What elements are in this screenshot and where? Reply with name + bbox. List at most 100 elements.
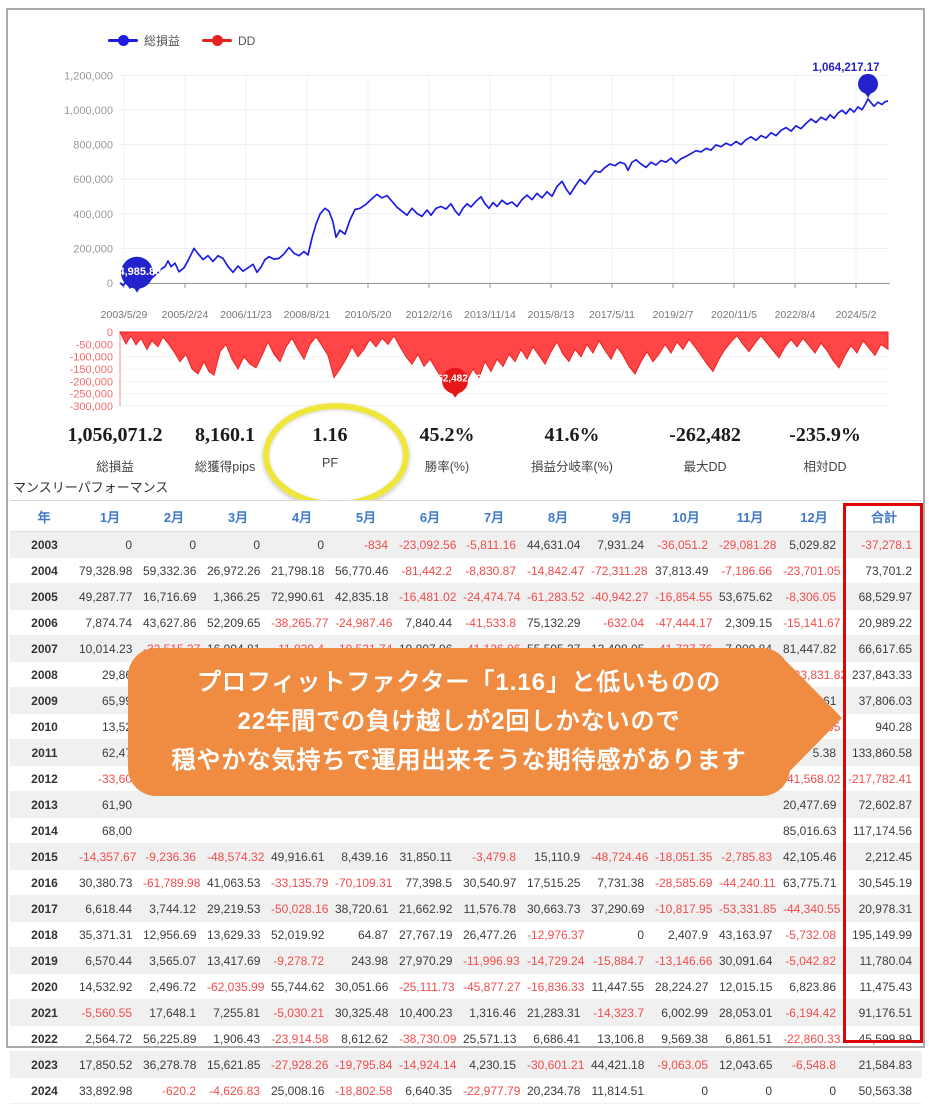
svg-text:-100,000: -100,000 xyxy=(70,352,113,364)
value-cell: 85,016.63 xyxy=(782,817,846,844)
profit-line-icon xyxy=(108,35,138,46)
value-cell: 44,421.18 xyxy=(590,1051,654,1078)
value-cell: -13,146.66 xyxy=(654,947,718,974)
value-cell: 12,956.69 xyxy=(142,921,206,948)
value-cell: 77,398.5 xyxy=(398,869,462,896)
stat-value: 1.16 xyxy=(312,424,348,446)
value-cell: 10,400.23 xyxy=(398,999,462,1026)
value-cell: 4,230.15 xyxy=(462,1051,526,1078)
value-cell: -44,240.11 xyxy=(718,869,782,896)
value-cell: 38,720.61 xyxy=(334,895,398,922)
value-cell: -41,533.8 xyxy=(462,609,526,636)
value-cell: 26,972.26 xyxy=(206,557,270,584)
callout-arrow xyxy=(786,661,842,775)
value-cell: 75,132.29 xyxy=(526,609,590,636)
value-cell: 31,850.11 xyxy=(398,843,462,870)
value-cell: -2,785.83 xyxy=(718,843,782,870)
stat-label: 総損益 xyxy=(96,460,134,474)
value-cell: -18,051.35 xyxy=(654,843,718,870)
value-cell: 13,417.69 xyxy=(206,947,270,974)
value-cell: -33,135.79 xyxy=(270,869,334,896)
value-cell: -14,729.24 xyxy=(526,947,590,974)
value-cell: -217,782.41 xyxy=(846,765,922,792)
column-header: 8月 xyxy=(526,500,590,532)
value-cell: 41,063.53 xyxy=(206,869,270,896)
legend-item-profit[interactable]: 総損益 xyxy=(108,32,180,49)
value-cell: -834 xyxy=(334,531,398,558)
table-row: 2003 0 0 0 0 -834 -23,092.56 -5,811.16 44,631.04… xyxy=(10,531,922,558)
value-cell: 2,496.72 xyxy=(142,973,206,1000)
value-cell: 50,563.38 xyxy=(846,1077,922,1104)
stat-1: 8,160.1 総獲得pips xyxy=(195,424,255,475)
value-cell: 37,806.03 xyxy=(846,687,922,714)
year-cell: 2007 xyxy=(10,635,78,662)
value-cell: 68,529.97 xyxy=(846,583,922,610)
monthly-performance-title: マンスリーパフォーマンス xyxy=(13,480,169,495)
value-cell: 72,602.87 xyxy=(846,791,922,818)
svg-text:-50,000: -50,000 xyxy=(76,339,113,351)
value-cell: 30,545.19 xyxy=(846,869,922,896)
year-cell: 2004 xyxy=(10,557,78,584)
value-cell: 0 xyxy=(718,1077,782,1104)
value-cell: 940.28 xyxy=(846,713,922,740)
svg-text:2015/8/13: 2015/8/13 xyxy=(528,309,575,321)
svg-text:2024/5/2: 2024/5/2 xyxy=(836,309,877,321)
svg-text:-250,000: -250,000 xyxy=(70,389,113,401)
value-cell: 64.87 xyxy=(334,921,398,948)
column-header: 7月 xyxy=(462,500,526,532)
table-row: 2018 35,371.31 12,956.69 13,629.33 52,019.92… xyxy=(10,921,922,948)
value-cell: -9,063.05 xyxy=(654,1051,718,1078)
value-cell: -27,928.26 xyxy=(270,1051,334,1078)
value-cell: -61,283.52 xyxy=(526,583,590,610)
svg-text:2012/2/16: 2012/2/16 xyxy=(406,309,453,321)
svg-text:1,200,000: 1,200,000 xyxy=(64,70,113,82)
svg-text:2013/11/14: 2013/11/14 xyxy=(464,309,516,321)
value-cell: 16,716.69 xyxy=(142,583,206,610)
value-cell: 30,091.64 xyxy=(718,947,782,974)
table-row: 2024 33,892.98 -620.2 -4,626.83 25,008.16 -18… xyxy=(10,1077,922,1104)
value-cell xyxy=(270,817,334,844)
table-row: 2005 49,287.77 16,716.69 1,366.25 72,990.61 4… xyxy=(10,583,922,610)
stat-value: 41.6% xyxy=(544,424,600,446)
year-cell: 2006 xyxy=(10,609,78,636)
value-cell: 21,798.18 xyxy=(270,557,334,584)
summary-stats-row: 1,056,071.2 総損益 8,160.1 総獲得pips 1.16 PF 45.2% 勝… xyxy=(0,424,929,486)
legend-item-dd[interactable]: DD xyxy=(202,34,255,48)
value-cell: -15,884.7 xyxy=(590,947,654,974)
value-cell: -22,860.33 xyxy=(782,1025,846,1052)
value-cell: -50,028.16 xyxy=(270,895,334,922)
value-cell: -5,030.21 xyxy=(270,999,334,1026)
value-cell: 0 xyxy=(270,531,334,558)
value-cell xyxy=(654,817,718,844)
value-cell: -9,278.72 xyxy=(270,947,334,974)
stat-5: -262,482 最大DD xyxy=(669,424,741,475)
svg-text:200,000: 200,000 xyxy=(73,243,113,255)
value-cell: -632.04 xyxy=(590,609,654,636)
column-header: 合計 xyxy=(846,500,922,532)
value-cell xyxy=(590,817,654,844)
stat-2: 1.16 PF xyxy=(313,424,348,470)
value-cell: 6,823.86 xyxy=(782,973,846,1000)
svg-text:-44,985.88: -44,985.88 xyxy=(109,266,162,278)
table-row: 2006 7,874.74 43,627.86 52,209.65 -38,265.77… xyxy=(10,609,922,636)
value-cell: -6,548.8 xyxy=(782,1051,846,1078)
year-cell: 2016 xyxy=(10,869,78,896)
value-cell: 37,813.49 xyxy=(654,557,718,584)
value-cell: 11,576.78 xyxy=(462,895,526,922)
value-cell: 11,780.04 xyxy=(846,947,922,974)
callout-line-1: プロフィットファクター「1.16」と低いものの xyxy=(196,669,722,696)
table-header-row: 年 1月 2月 3月 4月 5月 6月 7月 8月 9月 10月 11月 12月 合計 xyxy=(10,500,922,532)
table-row: 2021 -5,560.55 17,648.1 7,255.81 -5,030.21 30… xyxy=(10,999,922,1026)
value-cell: -23,701.05 xyxy=(782,557,846,584)
value-cell: 8,439.16 xyxy=(334,843,398,870)
value-cell: 49,916.61 xyxy=(270,843,334,870)
year-cell: 2015 xyxy=(10,843,78,870)
svg-text:2022/8/4: 2022/8/4 xyxy=(775,309,816,321)
svg-text:800,000: 800,000 xyxy=(73,140,113,152)
stat-label: 相対DD xyxy=(803,460,847,474)
value-cell: 12,043.65 xyxy=(718,1051,782,1078)
table-row: 2016 30,380.73 -61,789.98 41,063.53 -33,135.… xyxy=(10,869,922,896)
svg-text:400,000: 400,000 xyxy=(73,209,113,221)
value-cell xyxy=(142,817,206,844)
table-row: 2015 -14,357.67 -9,236.36 -48,574.32 49,916.… xyxy=(10,843,922,870)
